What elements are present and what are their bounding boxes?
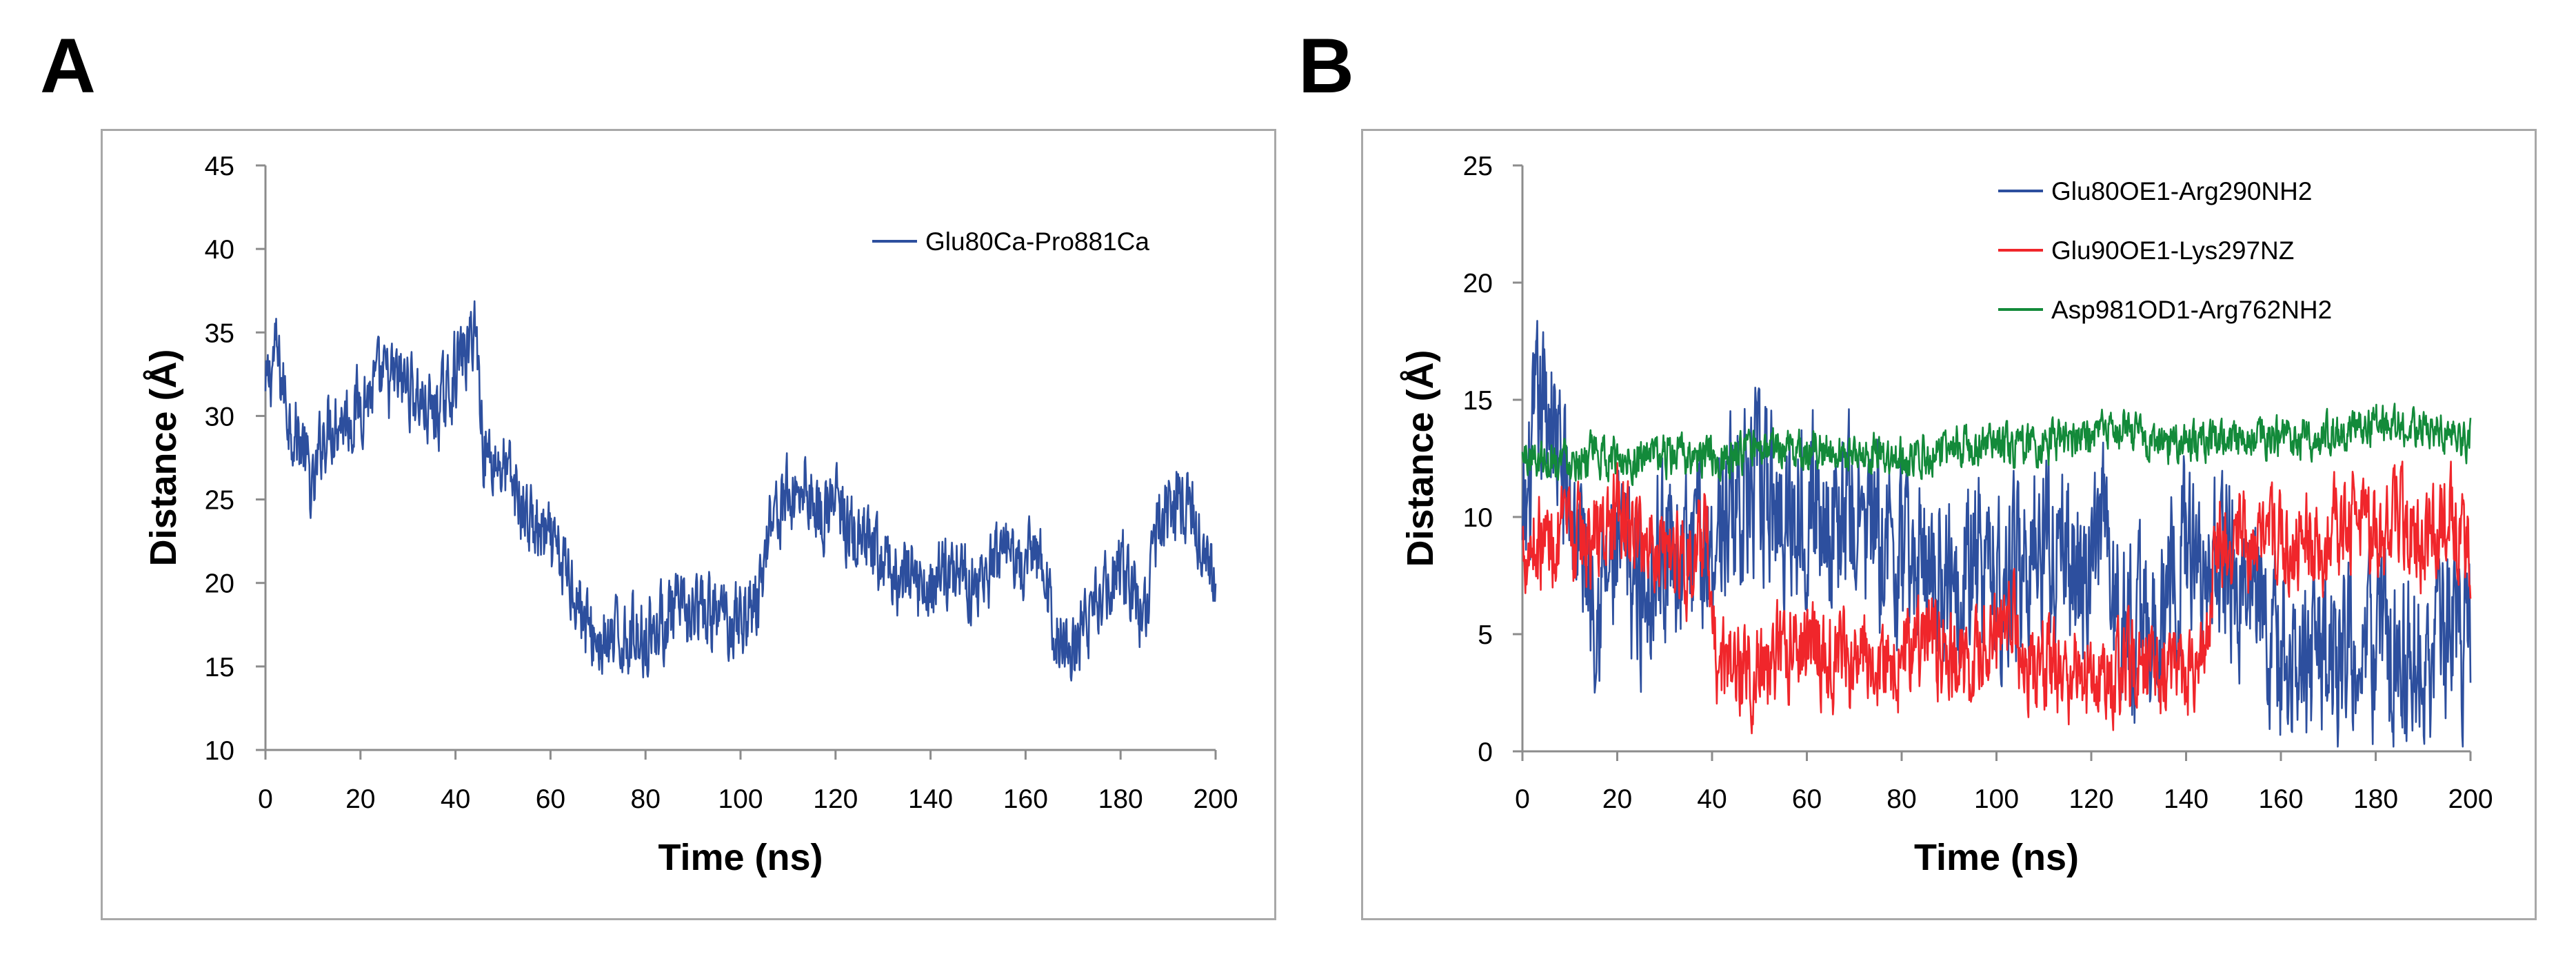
chart-b-y-axis-title: Distance (Å) — [1400, 349, 1441, 567]
x-tick-label: 180 — [2353, 784, 2398, 814]
y-tick-label: 25 — [1463, 152, 1493, 181]
x-tick-label: 0 — [258, 784, 273, 814]
legend-label: Glu80Ca-Pro881Ca — [925, 227, 1149, 256]
legend-label: Glu80OE1-Arg290NH2 — [2051, 177, 2312, 205]
y-tick-label: 15 — [1463, 386, 1493, 416]
legend-label: Glu90OE1-Lys297NZ — [2051, 236, 2294, 265]
x-tick-label: 200 — [1193, 784, 1238, 814]
panel-label-a: A — [40, 23, 96, 109]
x-tick-label: 160 — [2258, 784, 2303, 814]
y-tick-label: 35 — [205, 318, 234, 348]
y-tick-label: 15 — [205, 653, 234, 682]
series-line-glu90oe1-lys297nz — [1522, 460, 2472, 735]
y-tick-label: 10 — [205, 736, 234, 766]
x-tick-label: 60 — [536, 784, 565, 814]
x-tick-label: 180 — [1098, 784, 1143, 814]
series-line-glu80ca-pro881ca — [264, 300, 1217, 682]
y-tick-label: 10 — [1463, 503, 1493, 533]
x-tick-label: 80 — [631, 784, 661, 814]
x-tick-label: 60 — [1792, 784, 1822, 814]
x-tick-label: 20 — [1602, 784, 1632, 814]
chart-a-x-axis-title: Time (ns) — [658, 837, 823, 878]
y-tick-label: 0 — [1478, 738, 1493, 767]
chart-a-frame — [101, 129, 1276, 920]
x-tick-label: 0 — [1515, 784, 1530, 814]
y-tick-label: 40 — [205, 235, 234, 265]
chart-b-x-axis-title: Time (ns) — [1914, 837, 2079, 878]
y-tick-label: 5 — [1478, 620, 1493, 650]
x-tick-label: 120 — [813, 784, 858, 814]
legend-label: Asp981OD1-Arg762NH2 — [2051, 296, 2332, 324]
y-tick-label: 20 — [205, 569, 234, 599]
x-tick-label: 40 — [441, 784, 470, 814]
x-tick-label: 120 — [2069, 784, 2113, 814]
x-tick-label: 140 — [2164, 784, 2208, 814]
x-tick-label: 160 — [1003, 784, 1048, 814]
x-tick-label: 100 — [718, 784, 763, 814]
y-tick-label: 25 — [205, 486, 234, 516]
y-tick-label: 30 — [205, 402, 234, 432]
x-tick-label: 80 — [1886, 784, 1916, 814]
chart-a-y-axis-title: Distance (Å) — [143, 349, 184, 566]
x-tick-label: 140 — [908, 784, 953, 814]
x-tick-label: 40 — [1697, 784, 1727, 814]
x-tick-label: 200 — [2448, 784, 2493, 814]
panel-label-b: B — [1298, 23, 1354, 109]
x-tick-label: 20 — [345, 784, 375, 814]
series-line-asp981od1-arg762nh2 — [1521, 403, 2472, 487]
x-tick-label: 100 — [1974, 784, 2019, 814]
y-tick-label: 45 — [205, 152, 234, 181]
y-tick-label: 20 — [1463, 269, 1493, 298]
